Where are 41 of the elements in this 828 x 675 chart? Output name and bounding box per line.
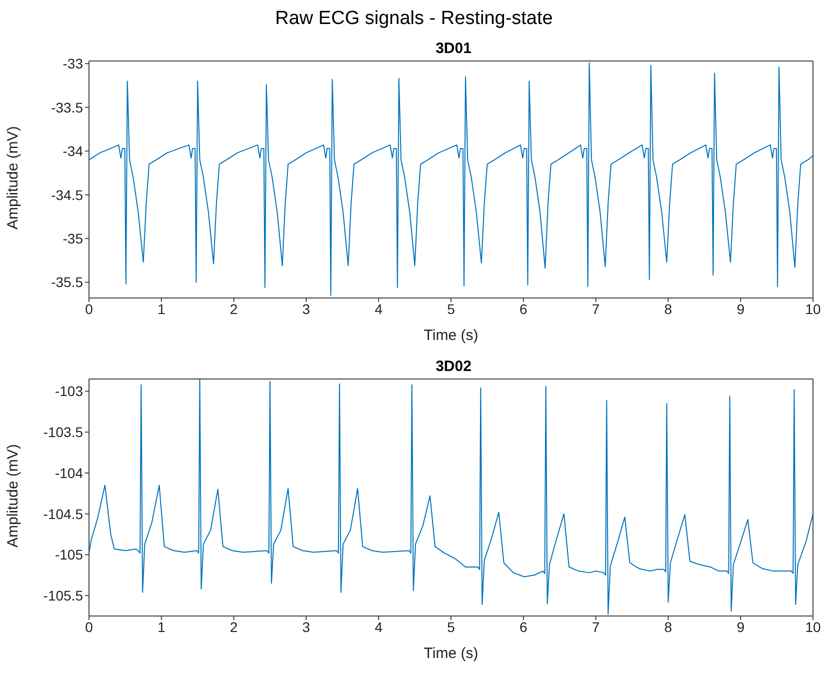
chart-subtitle: 3D01 <box>434 40 472 57</box>
x-tick-label: 2 <box>230 300 238 317</box>
y-axis-title: Amplitude (mV) <box>4 444 22 548</box>
x-tick-label: 0 <box>85 618 94 635</box>
y-tick-label: -104 <box>54 464 84 481</box>
x-tick-label: 5 <box>447 618 456 635</box>
x-tick-label: 2 <box>230 618 238 635</box>
x-tick-label: 1 <box>158 618 166 635</box>
chart-title: Raw ECG signals - Resting-state <box>274 8 554 30</box>
x-tick-label: 0 <box>85 300 94 317</box>
x-tick-label: 1 <box>158 300 166 317</box>
y-tick-label: -104.5 <box>43 506 84 522</box>
x-tick-label: 7 <box>592 300 600 317</box>
x-tick-label: 9 <box>736 300 745 317</box>
y-tick-label: -33.5 <box>51 99 84 116</box>
x-tick-label: 6 <box>520 618 528 635</box>
chart-title: 3D02 <box>434 358 472 375</box>
y-tick-label: -34.5 <box>51 186 84 203</box>
y-tick-label: -103.5 <box>43 424 84 440</box>
x-tick-label: 8 <box>664 300 672 317</box>
x-tick-label: 6 <box>520 300 528 317</box>
x-tick-label: 3 <box>302 300 310 317</box>
y-axis-title: Amplitude (mV) <box>4 126 22 230</box>
x-tick-label: 7 <box>592 618 600 635</box>
y-tick-label: -105 <box>54 546 84 563</box>
x-axis-title: Time (s) <box>424 327 478 344</box>
x-tick-label: 8 <box>664 618 672 635</box>
x-tick-label: 3 <box>302 618 310 635</box>
y-tick-label: -105.5 <box>43 588 84 604</box>
x-axis-title: Time (s) <box>424 645 478 662</box>
y-tick-label: -33 <box>62 56 84 72</box>
x-tick-label: 10 <box>805 300 821 317</box>
x-tick-label: 4 <box>374 300 383 317</box>
x-tick-label: 5 <box>447 300 456 317</box>
y-tick-label: -34 <box>62 143 84 160</box>
x-tick-label: 9 <box>736 618 745 635</box>
x-tick-label: 4 <box>374 618 383 635</box>
x-tick-label: 10 <box>805 618 821 635</box>
y-tick-label: -35.5 <box>51 274 84 290</box>
y-tick-label: -35 <box>62 230 84 246</box>
y-tick-label: -103 <box>54 383 84 400</box>
